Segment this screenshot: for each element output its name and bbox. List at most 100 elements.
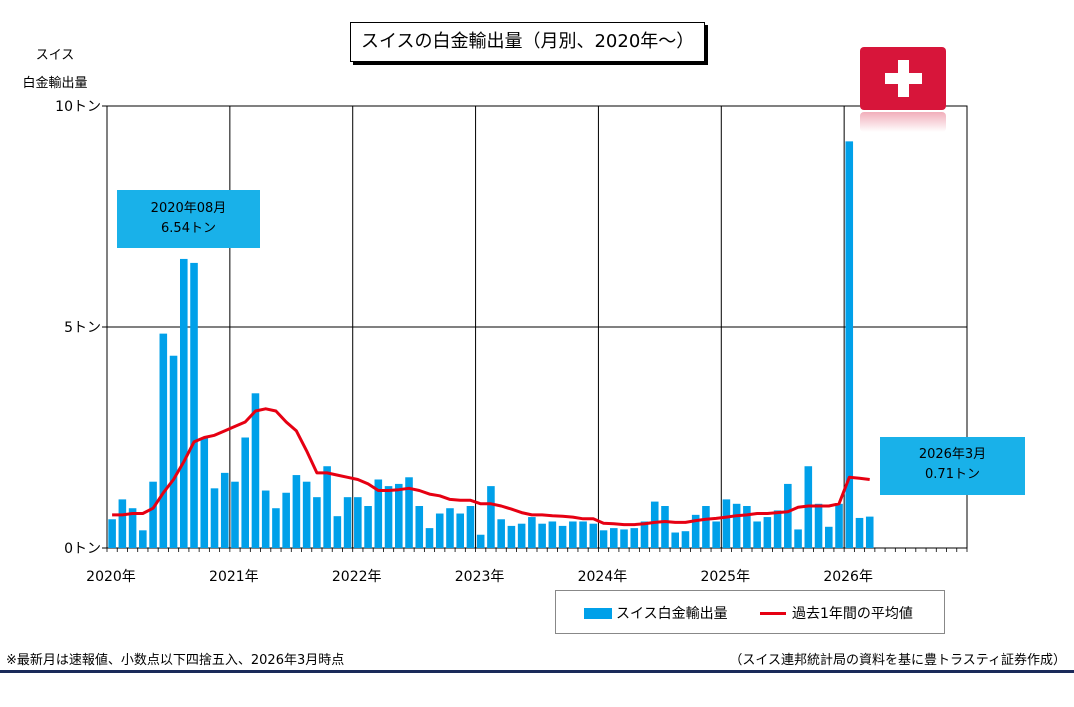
footnote-left: ※最新月は速報値、小数点以下四捨五入、2026年3月時点: [6, 653, 345, 668]
bar: [466, 506, 475, 548]
footnote-source: （スイス連邦統計局の資料を基に豊トラスティ証券作成）: [729, 653, 1066, 668]
bar: [456, 513, 465, 548]
bar: [855, 517, 864, 548]
x-tick-label: 2023年: [455, 569, 505, 585]
bar: [702, 506, 710, 548]
y-tick-label: 10トン: [55, 99, 101, 115]
bar: [169, 355, 178, 548]
bar: [763, 517, 772, 548]
x-tick-label: 2024年: [578, 569, 628, 585]
legend-line-label: 過去1年間の平均値: [792, 606, 913, 622]
bar: [599, 530, 608, 548]
bar: [302, 481, 311, 548]
flag-reflection: [860, 112, 946, 132]
bar: [323, 466, 331, 548]
bar: [190, 262, 198, 548]
x-tick-label: 2022年: [332, 569, 382, 585]
bar: [435, 513, 444, 548]
chart-title: スイスの白金輸出量（月別、2020年～）: [350, 22, 706, 62]
x-tick-label: 2021年: [209, 569, 259, 585]
bar: [558, 525, 567, 548]
bar-series: [108, 141, 874, 549]
bar: [241, 437, 250, 548]
swiss-flag-icon: [860, 47, 946, 110]
bar: [292, 475, 301, 548]
bar: [405, 477, 413, 548]
x-tick-label: 2020年: [86, 569, 136, 585]
bar: [364, 506, 372, 548]
bar: [446, 508, 454, 548]
bar: [139, 530, 147, 548]
bar: [476, 534, 485, 548]
bar: [528, 517, 536, 548]
latest-callout-value: 0.71トン: [925, 467, 980, 482]
bar: [845, 141, 854, 549]
bar: [343, 497, 352, 548]
bar: [251, 393, 260, 548]
bar: [220, 472, 229, 548]
bar: [650, 501, 659, 548]
peak-callout: 2020年08月 6.54トン: [117, 190, 260, 248]
peak-callout-date: 2020年08月: [150, 201, 227, 216]
footer-rule: [0, 670, 1074, 673]
bar: [394, 483, 403, 548]
bar: [784, 483, 792, 548]
bar: [773, 510, 782, 548]
bar: [231, 481, 239, 548]
bar: [384, 486, 393, 548]
y-tick-label: 5トン: [64, 320, 101, 336]
chart-legend: スイス白金輸出量 過去1年間の平均値: [555, 590, 945, 634]
bar: [128, 508, 137, 548]
latest-callout: 2026年3月 0.71トン: [880, 437, 1025, 495]
y-axis-label-line1: スイス: [35, 48, 75, 63]
bar: [374, 479, 383, 548]
chart-axes: 0トン 5トン 10トン 2020年 2021年 2022年 2023年 2024年 2025年…: [55, 99, 968, 585]
bar: [548, 521, 557, 548]
bar: [261, 490, 270, 548]
bar: [681, 531, 690, 548]
bar: [569, 521, 577, 548]
bar: [753, 521, 761, 548]
bar: [743, 506, 751, 548]
bar: [497, 519, 505, 548]
bar: [517, 523, 526, 548]
bar: [865, 516, 874, 548]
legend-item-line: 過去1年間の平均値: [760, 603, 913, 623]
bar: [722, 499, 731, 548]
bar: [579, 521, 587, 548]
bar: [671, 532, 680, 548]
bar: [538, 523, 546, 548]
bar: [210, 488, 219, 548]
y-tick-label: 0トン: [64, 541, 101, 557]
bar: [313, 497, 321, 548]
bar: [794, 529, 802, 548]
bar: [630, 528, 639, 548]
bar: [732, 503, 741, 548]
x-tick-label: 2025年: [700, 569, 750, 585]
peak-callout-value: 6.54トン: [161, 221, 216, 236]
bar: [487, 486, 495, 548]
bar: [354, 497, 362, 548]
legend-line-swatch: [760, 611, 786, 615]
bar: [835, 503, 843, 548]
bar: [425, 528, 434, 548]
bar: [589, 523, 598, 548]
bar: [691, 514, 700, 548]
average-line: [112, 407, 870, 527]
bar: [620, 529, 628, 548]
bar: [661, 506, 669, 548]
latest-callout-date: 2026年3月: [918, 447, 987, 462]
bar: [272, 508, 280, 548]
y-axis-label-line2: 白金輸出量: [22, 76, 88, 91]
bar: [159, 333, 168, 548]
bar: [814, 503, 823, 548]
bar: [282, 492, 290, 548]
bar: [712, 521, 720, 548]
bar: [824, 526, 833, 548]
bar: [200, 437, 209, 548]
bar: [149, 481, 157, 548]
bar: [333, 516, 342, 548]
legend-item-bars: スイス白金輸出量: [584, 603, 728, 623]
bar: [609, 528, 618, 548]
bar: [507, 525, 516, 548]
